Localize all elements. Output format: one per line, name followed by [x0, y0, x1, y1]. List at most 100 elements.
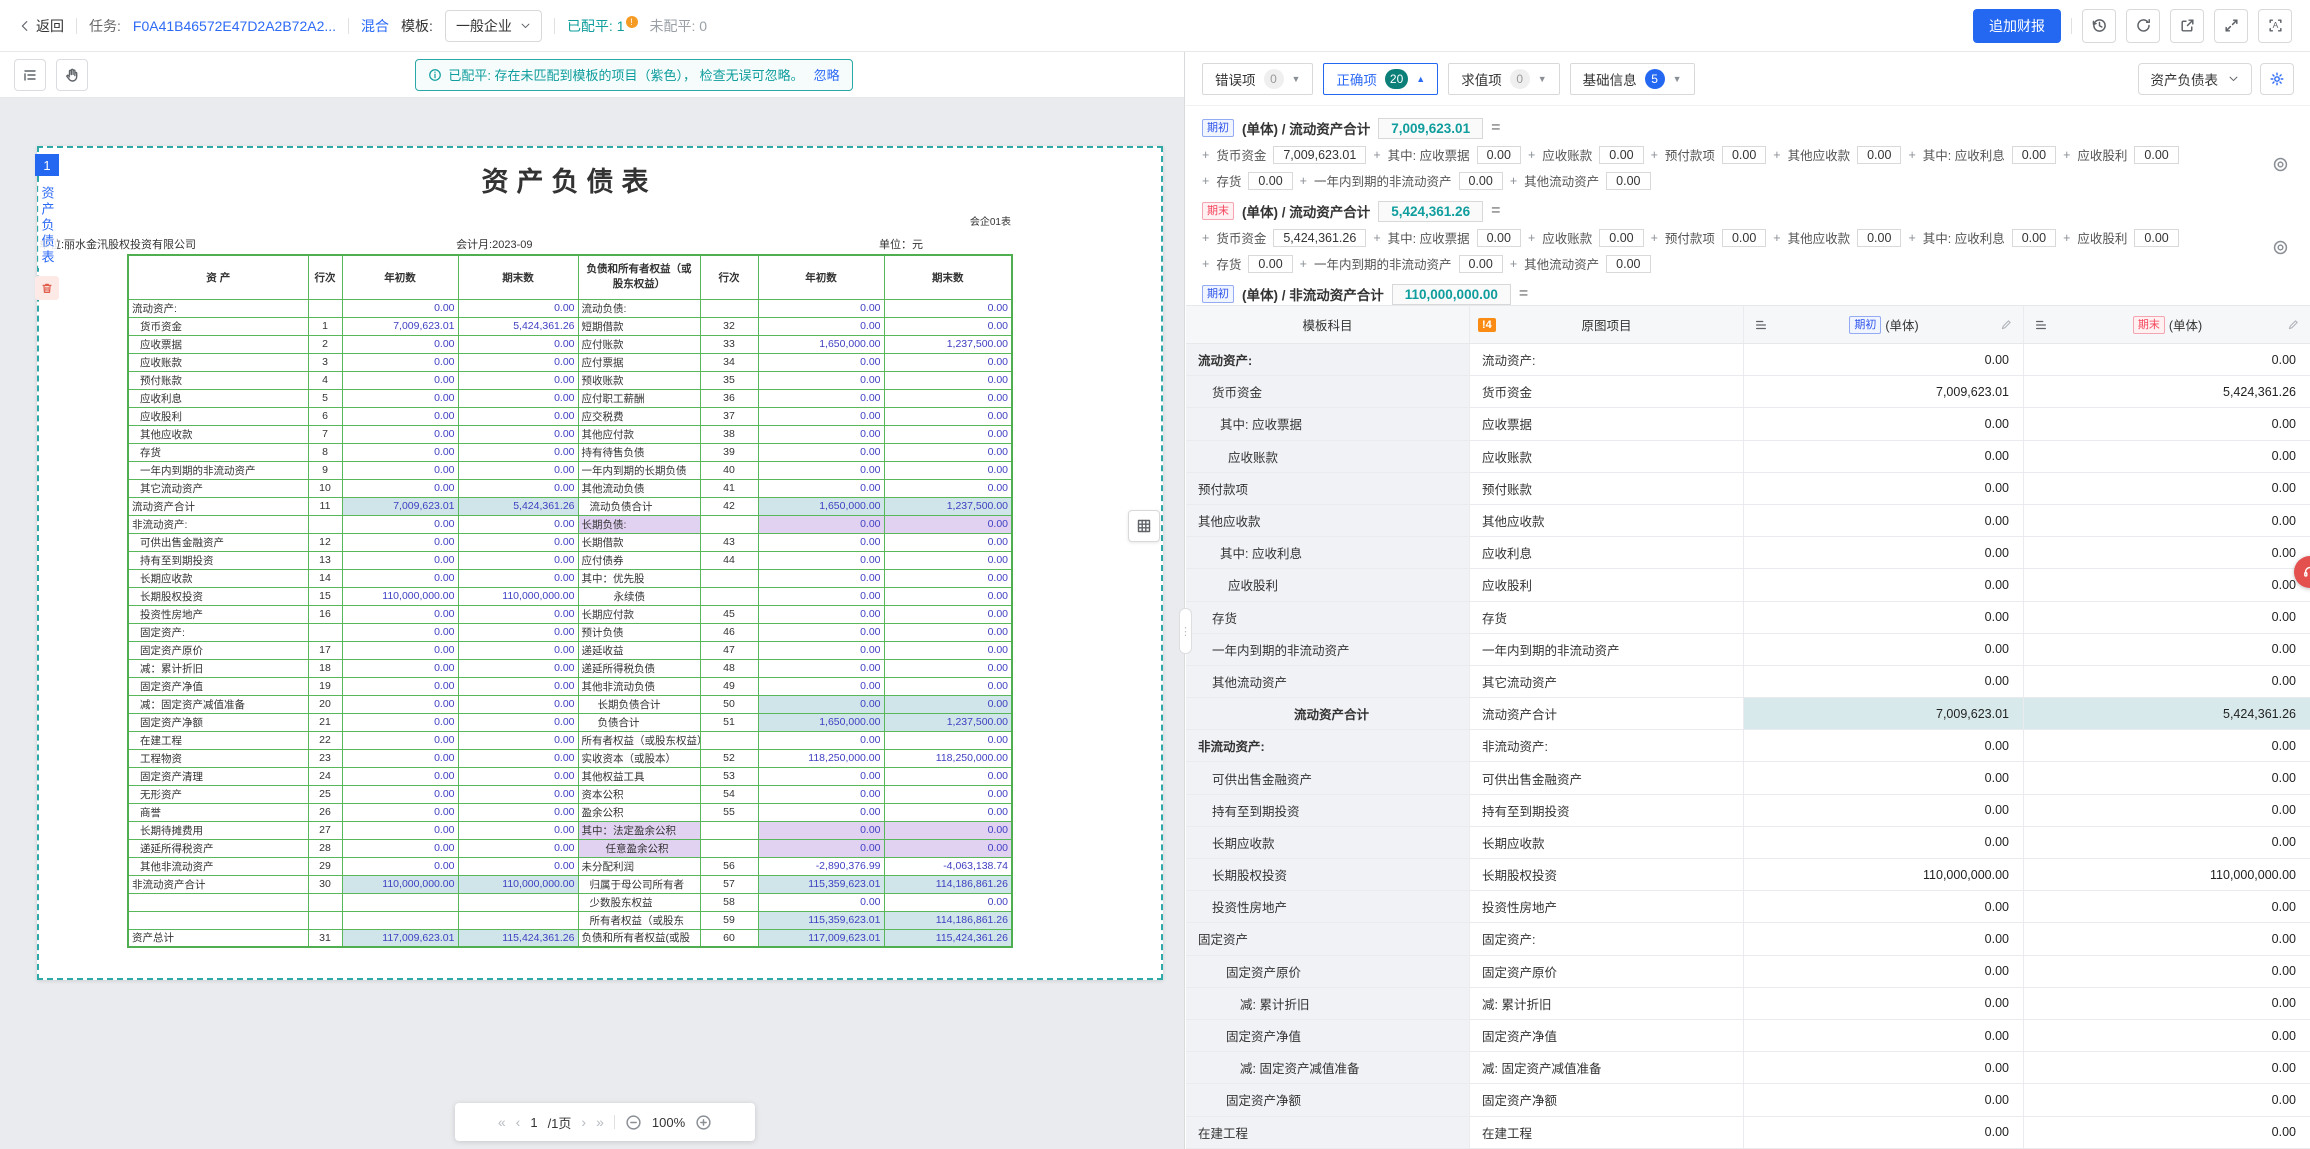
delete-sheet-button[interactable]	[35, 276, 59, 300]
closing-value-cell[interactable]: 0.00	[2024, 827, 2310, 858]
opening-value-cell[interactable]: 0.00	[1744, 1020, 2024, 1051]
locate-on-document-button[interactable]	[2268, 152, 2292, 176]
closing-value-cell[interactable]: 5,424,361.26	[2024, 376, 2310, 407]
closing-value-cell[interactable]: 0.00	[2024, 1052, 2310, 1083]
mapping-row[interactable]: 一年内到期的非流动资产一年内到期的非流动资产0.000.00	[1186, 634, 2310, 666]
mapping-row[interactable]: 预付款项预付账款0.000.00	[1186, 473, 2310, 505]
page-number[interactable]: 1	[530, 1115, 537, 1130]
closing-value-cell[interactable]: 0.00	[2024, 344, 2310, 375]
opening-value-cell[interactable]: 0.00	[1744, 408, 2024, 439]
closing-value-cell[interactable]: 0.00	[2024, 602, 2310, 633]
balance-sheet-page[interactable]: 1 资产负债表 资产负债表 会企01表 单位:丽水金汛股权投资有限公司 会计月:…	[37, 146, 1163, 980]
opening-value-cell[interactable]: 0.00	[1744, 1117, 2024, 1148]
opening-value-cell[interactable]: 0.00	[1744, 956, 2024, 987]
closing-value-cell[interactable]: 0.00	[2024, 795, 2310, 826]
add-report-button[interactable]: 追加财报	[1973, 9, 2061, 43]
prev-page-button[interactable]: ‹	[516, 1114, 521, 1130]
opening-value-cell[interactable]: 110,000,000.00	[1744, 859, 2024, 890]
mapping-row[interactable]: 固定资产原价固定资产原价0.000.00	[1186, 956, 2310, 988]
back-button[interactable]: 返回	[18, 16, 64, 36]
opening-value-cell[interactable]: 0.00	[1744, 762, 2024, 793]
mapping-row[interactable]: 可供出售金融资产可供出售金融资产0.000.00	[1186, 762, 2310, 794]
warning-count-badge[interactable]: !4	[1478, 318, 1496, 332]
edit-column-icon[interactable]	[2287, 318, 2300, 331]
mapping-row[interactable]: 其中: 应收利息应收利息0.000.00	[1186, 537, 2310, 569]
sheet-tab-label[interactable]: 资产负债表	[38, 184, 57, 268]
opening-value-cell[interactable]: 0.00	[1744, 827, 2024, 858]
mapping-row[interactable]: 存货存货0.000.00	[1186, 602, 2310, 634]
mapping-row[interactable]: 固定资产净值固定资产净值0.000.00	[1186, 1020, 2310, 1052]
closing-value-cell[interactable]: 0.00	[2024, 1020, 2310, 1051]
mapping-row[interactable]: 货币资金货币资金7,009,623.015,424,361.26	[1186, 376, 2310, 408]
history-button[interactable]	[2082, 9, 2116, 43]
outline-toggle-button[interactable]	[14, 59, 46, 91]
mapping-row[interactable]: 固定资产净额固定资产净额0.000.00	[1186, 1084, 2310, 1116]
opening-value-cell[interactable]: 0.00	[1744, 602, 2024, 633]
closing-value-cell[interactable]: 0.00	[2024, 1084, 2310, 1115]
mapping-row[interactable]: 应收股利应收股利0.000.00	[1186, 569, 2310, 601]
last-page-button[interactable]: »	[596, 1114, 604, 1130]
open-external-button[interactable]	[2170, 9, 2204, 43]
mapping-row[interactable]: 非流动资产:非流动资产:0.000.00	[1186, 730, 2310, 762]
template-select[interactable]: 一般企业	[445, 10, 542, 42]
opening-value-cell[interactable]: 0.00	[1744, 988, 2024, 1019]
mapping-row[interactable]: 持有至到期投资持有至到期投资0.000.00	[1186, 795, 2310, 827]
opening-value-cell[interactable]: 7,009,623.01	[1744, 376, 2024, 407]
mapping-row[interactable]: 在建工程在建工程0.000.00	[1186, 1117, 2310, 1149]
mapping-row[interactable]: 长期股权投资长期股权投资110,000,000.00110,000,000.00	[1186, 859, 2310, 891]
edit-column-icon[interactable]	[2000, 318, 2013, 331]
zoom-out-button[interactable]	[625, 1114, 642, 1131]
closing-value-cell[interactable]: 0.00	[2024, 634, 2310, 665]
mapping-row[interactable]: 流动资产合计流动资产合计7,009,623.015,424,361.26	[1186, 698, 2310, 730]
closing-value-cell[interactable]: 0.00	[2024, 762, 2310, 793]
mapping-row[interactable]: 其他应收款其他应收款0.000.00	[1186, 505, 2310, 537]
closing-value-cell[interactable]: 0.00	[2024, 923, 2310, 954]
panel-resize-handle[interactable]: ⋮	[1179, 608, 1192, 654]
closing-value-cell[interactable]: 0.00	[2024, 988, 2310, 1019]
opening-value-cell[interactable]: 0.00	[1744, 730, 2024, 761]
pan-tool-button[interactable]	[56, 59, 88, 91]
opening-value-cell[interactable]: 0.00	[1744, 666, 2024, 697]
filter-tab-3[interactable]: 基础信息5▼	[1570, 63, 1695, 95]
fullscreen-button[interactable]	[2214, 9, 2248, 43]
opening-value-cell[interactable]: 0.00	[1744, 923, 2024, 954]
opening-value-cell[interactable]: 0.00	[1744, 537, 2024, 568]
closing-value-cell[interactable]: 0.00	[2024, 408, 2310, 439]
table-view-toggle-button[interactable]	[1128, 510, 1160, 542]
opening-value-cell[interactable]: 0.00	[1744, 344, 2024, 375]
opening-value-cell[interactable]: 0.00	[1744, 634, 2024, 665]
closing-value-cell[interactable]: 0.00	[2024, 537, 2310, 568]
closing-value-cell[interactable]: 110,000,000.00	[2024, 859, 2310, 890]
opening-value-cell[interactable]: 0.00	[1744, 1052, 2024, 1083]
filter-tab-2[interactable]: 求值项0▼	[1448, 63, 1559, 95]
opening-value-cell[interactable]: 7,009,623.01	[1744, 698, 2024, 729]
mapping-row[interactable]: 其他流动资产其它流动资产0.000.00	[1186, 666, 2310, 698]
opening-value-cell[interactable]: 0.00	[1744, 473, 2024, 504]
closing-value-cell[interactable]: 0.00	[2024, 441, 2310, 472]
closing-value-cell[interactable]: 0.00	[2024, 891, 2310, 922]
mapping-row[interactable]: 流动资产:流动资产:0.000.00	[1186, 344, 2310, 376]
closing-value-cell[interactable]: 0.00	[2024, 473, 2310, 504]
zoom-in-button[interactable]	[695, 1114, 712, 1131]
mapping-row[interactable]: 应收账款应收账款0.000.00	[1186, 441, 2310, 473]
closing-value-cell[interactable]: 0.00	[2024, 505, 2310, 536]
task-id-link[interactable]: F0A41B46572E47D2A2B72A2...	[133, 18, 336, 34]
mapping-row[interactable]: 长期应收款长期应收款0.000.00	[1186, 827, 2310, 859]
refresh-button[interactable]	[2126, 9, 2160, 43]
filter-tab-0[interactable]: 错误项0▼	[1202, 63, 1313, 95]
mapping-row[interactable]: 减: 固定资产减值准备减: 固定资产减值准备0.000.00	[1186, 1052, 2310, 1084]
filter-tab-1[interactable]: 正确项20▲	[1323, 63, 1438, 95]
locate-on-document-button[interactable]	[2268, 235, 2292, 259]
opening-value-cell[interactable]: 0.00	[1744, 891, 2024, 922]
opening-value-cell[interactable]: 0.00	[1744, 441, 2024, 472]
opening-value-cell[interactable]: 0.00	[1744, 505, 2024, 536]
settings-button[interactable]	[2260, 63, 2294, 95]
focus-mode-button[interactable]: A	[2258, 9, 2292, 43]
mapping-row[interactable]: 减: 累计折旧减: 累计折旧0.000.00	[1186, 988, 2310, 1020]
column-menu-icon[interactable]	[1754, 318, 1768, 332]
sheet-type-select[interactable]: 资产负债表	[2138, 63, 2253, 95]
closing-value-cell[interactable]: 0.00	[2024, 666, 2310, 697]
closing-value-cell[interactable]: 0.00	[2024, 1117, 2310, 1148]
opening-value-cell[interactable]: 0.00	[1744, 569, 2024, 600]
closing-value-cell[interactable]: 0.00	[2024, 956, 2310, 987]
